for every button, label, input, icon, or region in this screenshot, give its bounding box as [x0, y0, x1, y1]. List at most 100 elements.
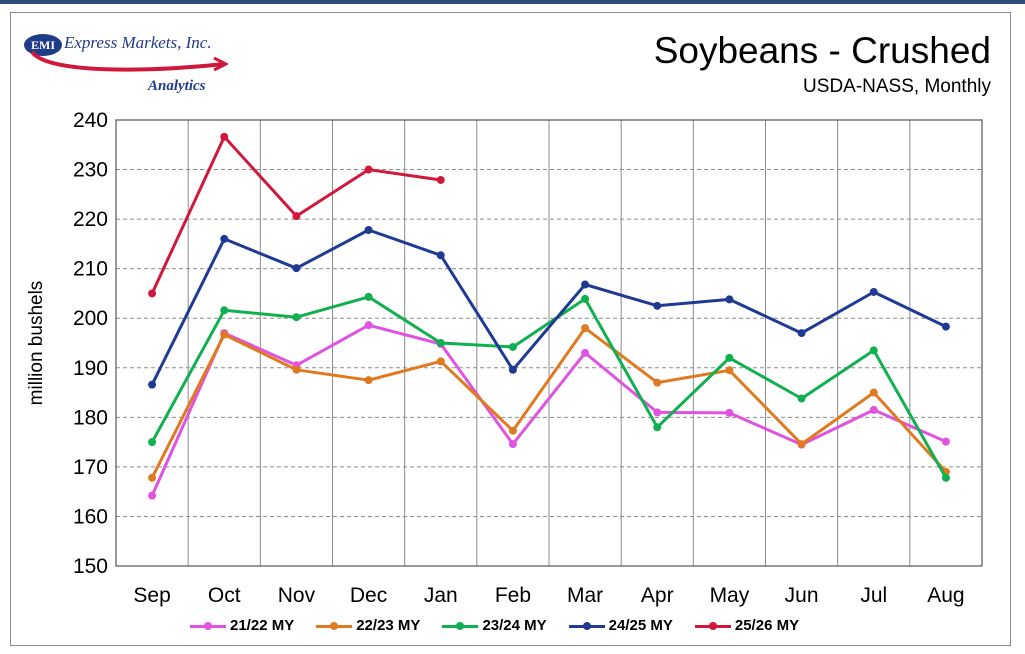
data-point: [436, 339, 445, 347]
data-point: [148, 380, 157, 389]
data-point: [220, 132, 229, 141]
data-point: [364, 226, 373, 235]
data-point: [148, 473, 157, 482]
legend-swatch: [694, 620, 731, 632]
y-tick-label: 150: [73, 555, 108, 578]
logo-swoosh-icon: [30, 50, 228, 72]
series-line: [150, 295, 948, 479]
data-point: [869, 405, 878, 414]
x-tick-labels: Sep Oct Nov Dec Jan Feb Mar Apr May Jun Jul Aug: [133, 584, 964, 607]
legend-label: 25/26 MY: [734, 617, 800, 634]
legend-item: 24/25 MY: [568, 617, 673, 634]
data-point: [581, 294, 590, 303]
data-point: [220, 330, 229, 339]
data-point: [292, 313, 301, 322]
data-point: [364, 165, 373, 174]
data-point: [581, 324, 590, 333]
data-point: [220, 234, 229, 243]
chart-legend: 21/22 MY 22/23 MY 23/24 MY 24/25 MY 25/26 MY: [190, 617, 799, 634]
x-tick-label: Feb: [495, 584, 531, 607]
data-point: [725, 408, 734, 417]
data-point: [653, 378, 662, 387]
legend-label: 21/22 MY: [230, 617, 295, 634]
legend-swatch: [190, 620, 226, 632]
data-point: [869, 287, 878, 296]
y-tick-label: 160: [73, 505, 108, 528]
x-tick-label: Jan: [424, 584, 458, 607]
data-point: [436, 175, 445, 184]
data-point: [292, 212, 301, 221]
y-tick-label: 200: [73, 307, 108, 330]
y-axis-title: million bushels: [26, 281, 47, 406]
series-23-24-my: [148, 292, 950, 482]
data-point: [436, 357, 445, 366]
data-point: [364, 292, 373, 301]
series-24-25-my: [148, 226, 950, 389]
legend-swatch: [442, 620, 479, 632]
series-line: [150, 326, 948, 479]
data-point: [869, 388, 878, 397]
series-25-26-my: [148, 132, 445, 298]
logo-badge: EMI: [24, 34, 62, 56]
legend-label: 23/24 MY: [482, 617, 547, 634]
data-point: [581, 280, 590, 289]
data-point: [725, 295, 734, 304]
data-point: [653, 408, 662, 417]
chart-subtitle: USDA-NASS, Monthly: [803, 76, 991, 97]
y-tick-labels: 150 160 170 180 190 200 210 220 230 240: [73, 109, 108, 578]
data-point: [653, 423, 662, 432]
data-point: [508, 440, 517, 449]
data-point: [220, 306, 229, 315]
series-layer: [148, 132, 950, 500]
data-point: [653, 301, 662, 310]
x-tick-label: May: [710, 584, 750, 607]
y-tick-label: 180: [73, 406, 108, 429]
series-22-23-my: [148, 324, 950, 482]
legend-swatch: [568, 620, 605, 632]
data-point: [292, 365, 301, 374]
chart-frame: [10, 12, 1011, 646]
emi-logo: EMI Express Markets, Inc. Analytics: [20, 22, 260, 102]
data-point: [797, 440, 806, 449]
data-point: [508, 342, 517, 351]
data-point: [581, 348, 590, 357]
top-rule: [0, 0, 1025, 4]
data-point: [941, 473, 950, 482]
x-tick-label: Aug: [927, 584, 964, 607]
series-line: [150, 323, 947, 497]
data-point: [364, 321, 373, 330]
data-point: [148, 438, 157, 447]
data-point: [292, 264, 301, 273]
x-tick-label: Jul: [860, 584, 887, 607]
x-tick-label: Sep: [133, 584, 170, 607]
x-tick-label: Apr: [641, 584, 674, 607]
legend-label: 24/25 MY: [608, 617, 673, 634]
data-point: [797, 329, 806, 338]
series-line: [150, 228, 947, 386]
legend-label: 22/23 MY: [356, 617, 421, 634]
logo-subtitle: Analytics: [148, 78, 206, 94]
data-point: [869, 346, 878, 355]
y-tick-label: 190: [73, 357, 108, 380]
data-point: [436, 251, 445, 260]
x-tick-label: Oct: [208, 584, 241, 607]
legend-item: 25/26 MY: [694, 617, 800, 634]
y-tick-label: 240: [73, 109, 108, 132]
logo-company-name: Express Markets, Inc.: [64, 33, 212, 52]
data-point: [725, 366, 734, 375]
x-tick-label: Dec: [350, 584, 387, 607]
x-tick-label: Nov: [278, 584, 316, 607]
plot-area-border: [115, 119, 983, 567]
data-point: [508, 365, 517, 374]
data-point: [364, 376, 373, 385]
data-point: [508, 426, 517, 435]
y-tick-label: 230: [73, 159, 108, 182]
x-tick-label: Jun: [785, 584, 819, 607]
data-point: [797, 394, 806, 403]
data-point: [725, 353, 734, 362]
data-point: [941, 437, 950, 446]
chart-title: Soybeans - Crushed: [653, 30, 991, 71]
x-tick-label: Mar: [567, 584, 603, 607]
legend-item: 22/23 MY: [316, 617, 420, 634]
